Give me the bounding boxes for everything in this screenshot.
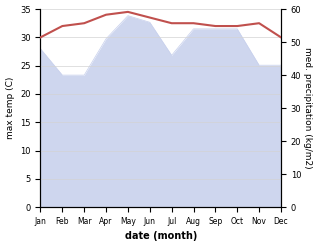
- Y-axis label: max temp (C): max temp (C): [5, 77, 15, 139]
- Y-axis label: med. precipitation (kg/m2): med. precipitation (kg/m2): [303, 47, 313, 169]
- X-axis label: date (month): date (month): [125, 231, 197, 242]
